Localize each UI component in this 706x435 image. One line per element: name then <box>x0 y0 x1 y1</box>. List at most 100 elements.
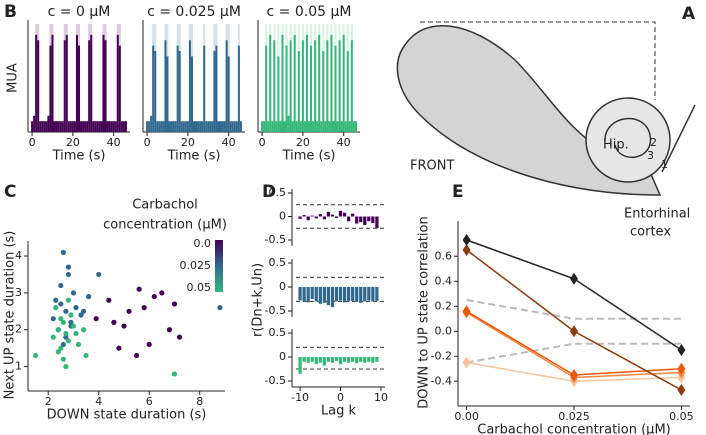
mua-bar <box>124 121 127 132</box>
mua-bar <box>348 121 351 132</box>
scatter-point <box>50 316 56 322</box>
mua-bar <box>180 121 183 132</box>
mua-burst-shade <box>100 24 102 121</box>
mua-burst-shade <box>342 24 345 35</box>
mua-bar <box>217 121 220 132</box>
y-tick-label: 0 <box>279 280 286 293</box>
mua-burst-shade <box>162 24 164 121</box>
mua-bar <box>37 40 40 133</box>
bar <box>355 216 359 224</box>
mua-burst-shade <box>273 24 276 41</box>
mua-burst-shade <box>220 24 222 121</box>
mua-burst-shade <box>236 24 238 121</box>
mua-bar <box>295 121 298 132</box>
mua-burst-shade <box>175 24 177 121</box>
mua-burst-shade <box>207 24 209 121</box>
mua-bar <box>150 115 153 132</box>
mua-bar <box>160 121 163 132</box>
mua-bar <box>344 121 347 132</box>
mua-burst-shade <box>31 24 33 121</box>
scatter-point <box>65 271 72 278</box>
mua-bar <box>88 40 91 133</box>
mua-bar <box>289 40 292 133</box>
mua-bar <box>178 51 181 132</box>
mua-burst-shade <box>33 24 35 116</box>
mua-burst-shade <box>300 24 302 121</box>
marker <box>677 384 686 396</box>
mua-burst-shade <box>121 24 123 121</box>
mua-bar <box>213 51 216 132</box>
bar <box>318 214 322 217</box>
scatter-point <box>58 345 64 351</box>
bar <box>346 357 351 363</box>
mua-burst-shade <box>263 24 265 121</box>
label: 1 <box>661 158 668 171</box>
mua-burst-shade <box>234 24 236 121</box>
scatter-point <box>70 290 77 296</box>
mua-burst-shade <box>41 24 43 121</box>
scatter-point <box>171 301 178 307</box>
mua-bar <box>43 121 46 132</box>
y-tick-label: 0 <box>279 210 286 223</box>
panel-letter: D <box>262 182 276 202</box>
scatter-point <box>75 341 82 348</box>
scatter-point <box>151 293 157 300</box>
scatter-point <box>106 297 112 303</box>
mua-burst-shade <box>72 24 74 121</box>
mua-burst-shade <box>49 24 52 46</box>
mua-burst-shade <box>80 24 82 121</box>
bar <box>310 357 314 362</box>
mua-burst-shade <box>115 24 117 121</box>
bar <box>363 357 367 363</box>
mua-burst-shade <box>190 24 193 57</box>
bar <box>334 287 339 302</box>
mua-burst-shade <box>312 24 314 121</box>
mua-burst-shade <box>88 24 91 41</box>
bar <box>314 216 318 219</box>
marker <box>462 244 471 256</box>
scatter-point <box>80 308 87 314</box>
mua-burst-shade <box>308 24 310 121</box>
mua-burst-shade <box>353 24 355 121</box>
y-tick-label: 0.5 <box>269 326 287 339</box>
scatter-point <box>111 319 117 325</box>
mua-bar <box>152 45 155 132</box>
mua-bar <box>277 56 280 132</box>
mua-burst-shade <box>277 24 280 57</box>
bar <box>351 357 355 362</box>
mua-bar <box>45 121 48 132</box>
label: Entorhinal <box>624 207 690 222</box>
scatter-point <box>63 334 69 340</box>
mua-bar <box>261 121 264 132</box>
bar <box>306 216 310 221</box>
marker <box>570 325 578 338</box>
mua-burst-shade <box>166 24 169 57</box>
bar <box>367 287 371 301</box>
mua-bar <box>84 121 87 132</box>
mua-burst-shade <box>328 24 330 121</box>
mua-burst-shade <box>284 24 286 121</box>
mua-burst-shade <box>63 24 66 41</box>
colorbar-label: concentration (μM) <box>103 218 227 233</box>
mua-bar <box>158 121 161 132</box>
bar <box>375 357 379 362</box>
mua-burst-shade <box>45 24 47 121</box>
mua-burst-shade <box>107 24 109 121</box>
x-tick-label: 0 <box>29 136 36 149</box>
mua-burst-shade <box>293 24 296 35</box>
mua-burst-shade <box>305 24 308 35</box>
mua-bar <box>94 121 97 132</box>
bar <box>306 287 310 303</box>
y-tick-label: 0 <box>279 350 286 363</box>
mua-burst-shade <box>35 24 38 35</box>
mua-bar <box>166 56 169 132</box>
bar <box>318 357 322 363</box>
bar <box>302 215 306 217</box>
mua-burst-shade <box>230 24 232 121</box>
bar <box>367 357 371 362</box>
mua-bar <box>283 121 286 132</box>
mua-bar <box>273 40 276 133</box>
scatter-point <box>146 341 152 348</box>
mua-bar <box>100 121 103 132</box>
mua-bar <box>197 121 200 132</box>
